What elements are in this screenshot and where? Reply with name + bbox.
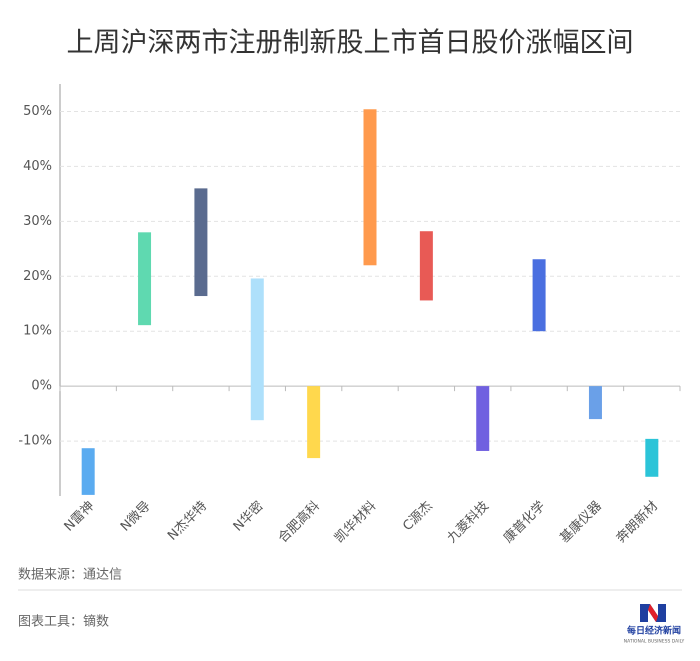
bar — [363, 109, 377, 266]
bar — [81, 448, 95, 495]
y-tick-label: 40% — [23, 159, 52, 174]
bar — [307, 386, 321, 459]
bar — [194, 188, 208, 297]
x-tick-label: 合肥高科 — [275, 498, 323, 546]
y-tick-label: 10% — [23, 324, 52, 339]
logo-mark-accent — [648, 604, 658, 622]
x-tick-label: N雷神 — [62, 499, 98, 535]
x-tick-label: 奔朗新材 — [613, 498, 661, 546]
y-tick-label: 50% — [23, 104, 52, 119]
y-tick-label: 0% — [31, 379, 52, 394]
bar — [138, 232, 152, 326]
x-tick-label: N杰华特 — [165, 499, 210, 544]
x-tick-label: N华密 — [230, 498, 267, 535]
chart-title: 上周沪深两市注册制新股上市首日股价涨幅区间 — [67, 28, 634, 59]
y-tick-label: 30% — [23, 214, 52, 229]
bar — [588, 386, 602, 420]
bar — [645, 438, 659, 477]
source: 数据来源：通达信 — [18, 568, 122, 583]
tool: 图表工具：镝数 — [18, 614, 109, 630]
logo-subtitle: NATIONAL BUSINESS DAILY — [624, 639, 685, 645]
bar — [419, 231, 433, 301]
y-tick-label: -10% — [18, 434, 52, 449]
x-tick-label: 九菱科技 — [445, 499, 492, 546]
x-tick-label: 康普化学 — [500, 498, 548, 546]
bar — [476, 386, 490, 451]
bar — [250, 278, 264, 421]
logo: 每日经济新闻 NATIONAL BUSINESS DAILY — [624, 604, 685, 645]
x-tick-label: 基康仪器 — [557, 498, 605, 546]
x-tick-label: N微导 — [118, 499, 154, 535]
x-tick-label: C源杰 — [400, 499, 435, 534]
bar — [532, 259, 546, 332]
x-tick-label: 凯华材料 — [332, 499, 379, 546]
logo-name: 每日经济新闻 — [627, 625, 681, 637]
y-tick-label: 20% — [23, 269, 52, 284]
